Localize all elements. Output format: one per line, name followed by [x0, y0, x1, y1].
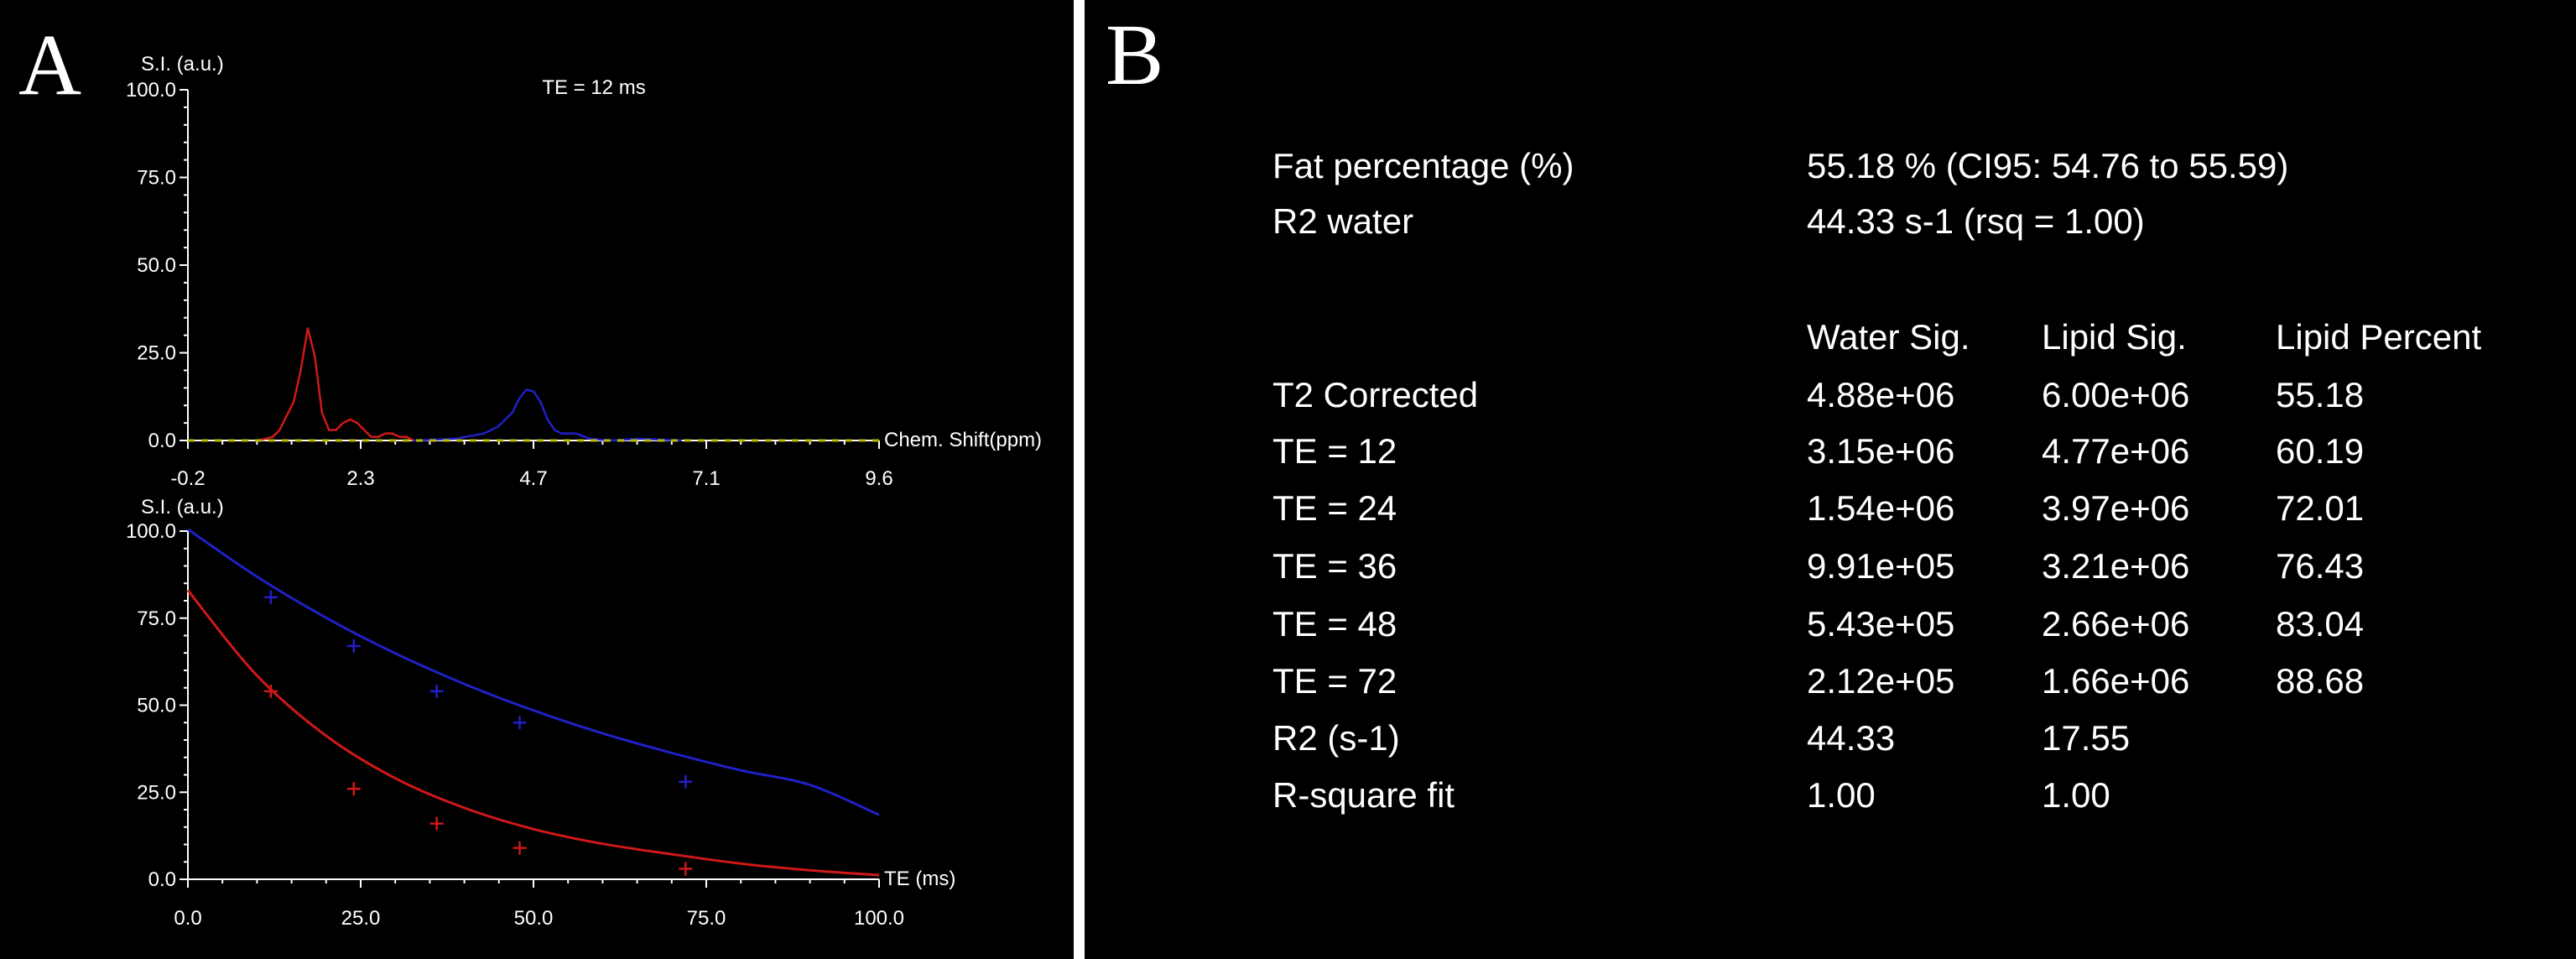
decay-x-axis-label: TE (ms) [884, 868, 955, 890]
spectrum-series-line [414, 388, 682, 442]
panel-letter-a: A [18, 17, 82, 113]
chart-area: TE = 12 ms S.I. (a.u.) Chem. Shift(ppm) … [126, 53, 1042, 930]
lipid-percent-cell: 72.01 [2276, 488, 2365, 528]
summary-row-fat: Fat percentage (%) 55.18 % (CI95: 54.76 … [1085, 138, 2576, 195]
lipid-percent-cell: 76.43 [2276, 546, 2365, 586]
lipid-percent-cell: 55.18 [2276, 375, 2365, 414]
panel-a: A TE = 12 ms S.I. (a.u.) Chem. Shift(ppm… [0, 0, 1074, 959]
decay-y-tick-label: 50.0 [137, 695, 176, 717]
table-row: TE = 12 3.15e+06 4.77e+06 60.19 [1085, 423, 2576, 480]
decay-fit-curve [186, 589, 880, 877]
spectrum-x-axis-label: Chem. Shift(ppm) [884, 429, 1042, 451]
spectrum-x-tick-label: -0.2 [170, 467, 205, 490]
column-header-water: Water Sig. [1807, 317, 1970, 357]
summary-value: 55.18 % (CI95: 54.76 to 55.59) [1807, 146, 2289, 185]
spectrum-y-tick-label: 100.0 [126, 79, 176, 102]
water-signal-cell: 44.33 [1807, 718, 1896, 758]
spectrum-title: TE = 12 ms [542, 76, 645, 99]
water-signal-cell: 5.43e+05 [1807, 604, 1955, 644]
decay-x-tick-label: 0.0 [174, 907, 201, 930]
water-signal-cell: 2.12e+05 [1807, 661, 1955, 701]
row-label: R2 (s-1) [1272, 718, 1400, 758]
spectrum-y-tick-label: 25.0 [137, 342, 176, 365]
row-label: TE = 24 [1272, 488, 1397, 528]
spectrum-y-axis-label: S.I. (a.u.) [141, 53, 224, 76]
row-label: TE = 36 [1272, 546, 1397, 586]
spectrum-x-tick-label: 2.3 [346, 467, 374, 490]
lipid-signal-cell: 2.66e+06 [2042, 604, 2190, 644]
lipid-percent-cell: 88.68 [2276, 661, 2365, 701]
row-label: TE = 12 [1272, 431, 1397, 471]
decay-y-axis-label: S.I. (a.u.) [141, 496, 224, 519]
decay-y-tick-label: 25.0 [137, 781, 176, 804]
lipid-percent-cell: 60.19 [2276, 431, 2365, 471]
decay-x-tick-label: 75.0 [687, 907, 726, 930]
panel-divider [1074, 0, 1085, 959]
row-label: TE = 72 [1272, 661, 1397, 701]
table-row: TE = 72 2.12e+05 1.66e+06 88.68 [1085, 653, 2576, 710]
lipid-percent-cell: 83.04 [2276, 604, 2365, 644]
table-row: R-square fit 1.00 1.00 [1085, 767, 2576, 824]
lipid-signal-cell: 1.00 [2042, 775, 2110, 815]
panel-b: B Fat percentage (%) 55.18 % (CI95: 54.7… [1085, 0, 2576, 959]
water-signal-cell: 4.88e+06 [1807, 375, 1955, 414]
water-signal-cell: 1.54e+06 [1807, 488, 1955, 528]
table-row: TE = 24 1.54e+06 3.97e+06 72.01 [1085, 480, 2576, 537]
table-row: TE = 36 9.91e+05 3.21e+06 76.43 [1085, 538, 2576, 595]
decay-x-tick-label: 50.0 [514, 907, 554, 930]
spectrum-series-line [258, 326, 414, 442]
spectrum-y-tick-label: 0.0 [148, 430, 176, 452]
spectrum-x-tick-label: 7.1 [692, 467, 720, 490]
lipid-signal-cell: 3.97e+06 [2042, 488, 2190, 528]
column-header-percent: Lipid Percent [2276, 317, 2482, 357]
decay-y-tick-label: 75.0 [137, 607, 176, 630]
table-row: TE = 48 5.43e+05 2.66e+06 83.04 [1085, 596, 2576, 653]
lipid-signal-cell: 3.21e+06 [2042, 546, 2190, 586]
decay-fit-curve [187, 528, 880, 816]
spectrum-y-tick-label: 75.0 [137, 167, 176, 190]
spectrum-x-tick-label: 4.7 [519, 467, 547, 490]
table-header-row: Water Sig. Lipid Sig. Lipid Percent [1085, 309, 2576, 366]
summary-label: R2 water [1272, 201, 1414, 241]
column-header-lipid: Lipid Sig. [2042, 317, 2187, 357]
row-label: R-square fit [1272, 775, 1455, 815]
table-row: T2 Corrected 4.88e+06 6.00e+06 55.18 [1085, 367, 2576, 424]
water-signal-cell: 1.00 [1807, 775, 1876, 815]
row-label: TE = 48 [1272, 604, 1397, 644]
panel-letter-b: B [1106, 7, 1164, 103]
lipid-signal-cell: 6.00e+06 [2042, 375, 2190, 414]
summary-value: 44.33 s-1 (rsq = 1.00) [1807, 201, 2145, 241]
water-signal-cell: 9.91e+05 [1807, 546, 1955, 586]
lipid-signal-cell: 1.66e+06 [2042, 661, 2190, 701]
spectrum-x-tick-label: 9.6 [865, 467, 892, 490]
spectrum-y-tick-label: 50.0 [137, 254, 176, 277]
water-signal-cell: 3.15e+06 [1807, 431, 1955, 471]
table-row: R2 (s-1) 44.33 17.55 [1085, 710, 2576, 767]
summary-label: Fat percentage (%) [1272, 146, 1574, 185]
decay-x-tick-label: 25.0 [341, 907, 381, 930]
decay-y-tick-label: 0.0 [148, 868, 176, 891]
decay-y-tick-label: 100.0 [126, 520, 176, 543]
lipid-signal-cell: 17.55 [2042, 718, 2131, 758]
row-label: T2 Corrected [1272, 375, 1479, 414]
summary-row-r2: R2 water 44.33 s-1 (rsq = 1.00) [1085, 193, 2576, 250]
decay-x-tick-label: 100.0 [854, 907, 904, 930]
lipid-signal-cell: 4.77e+06 [2042, 431, 2190, 471]
